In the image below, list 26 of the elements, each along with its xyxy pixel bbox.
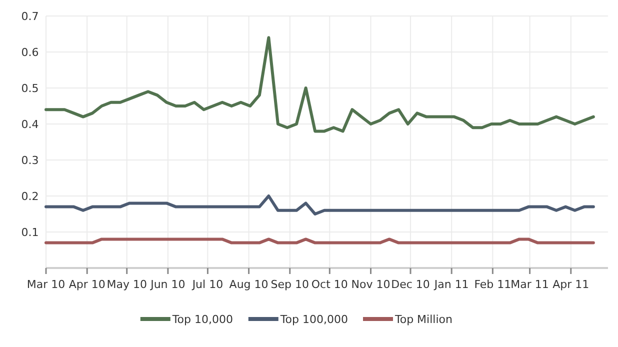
x-tick-label: Dec 10 — [391, 278, 430, 291]
x-tick-label: Jul 10 — [191, 278, 224, 291]
x-tick-label: May 10 — [106, 278, 147, 291]
x-tick-label: Feb 11 — [474, 278, 512, 291]
y-tick-label: 0.3 — [21, 154, 39, 167]
x-tick-label: Mar 10 — [26, 278, 66, 291]
x-tick-label: Jan 11 — [433, 278, 469, 291]
line-series — [44, 36, 595, 133]
x-tick-label: Apr 11 — [552, 278, 590, 291]
y-tick-label: 0.4 — [21, 118, 39, 131]
x-tick-label: Nov 10 — [351, 278, 390, 291]
legend-label: Top 100,000 — [279, 312, 348, 326]
y-tick-label: 0.1 — [21, 226, 39, 239]
legend-label: Top 10,000 — [171, 312, 233, 326]
x-tick-label: Apr 10 — [68, 278, 106, 291]
y-tick-label: 0.5 — [21, 82, 39, 95]
x-tick-label: Oct 10 — [311, 278, 348, 291]
x-tick-label: Aug 10 — [229, 278, 268, 291]
x-tick-label: Mar 11 — [510, 278, 549, 291]
y-tick-label: 0.6 — [21, 46, 39, 59]
y-tick-label: 0.2 — [21, 190, 39, 203]
y-tick-label: 0.7 — [21, 10, 39, 23]
x-tick-label: Jun 10 — [150, 278, 186, 291]
line-series — [44, 194, 595, 216]
x-tick-label: Sep 10 — [270, 278, 310, 291]
legend-label: Top Million — [394, 312, 453, 326]
